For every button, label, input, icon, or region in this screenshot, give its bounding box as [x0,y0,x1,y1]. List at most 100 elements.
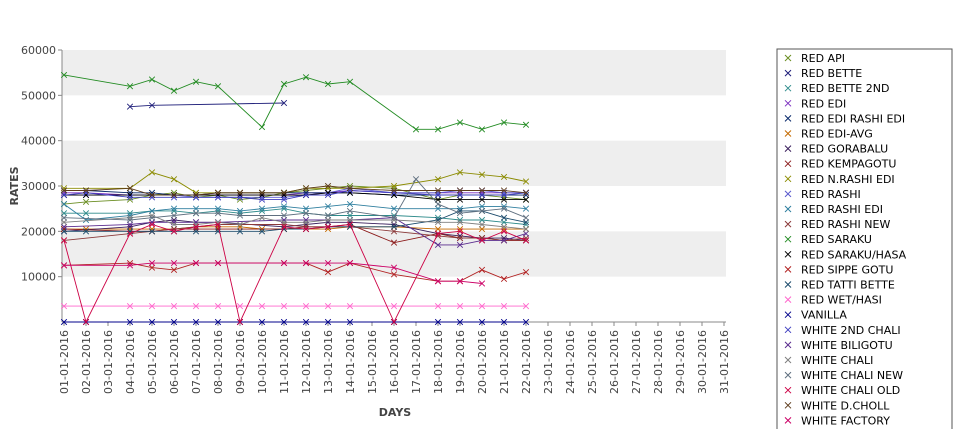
data-point[interactable] [280,196,288,203]
data-point[interactable] [478,225,486,233]
data-point[interactable] [170,266,178,273]
data-point[interactable] [522,214,530,221]
data-point[interactable] [522,237,530,244]
data-point[interactable] [390,216,398,224]
data-point[interactable] [456,303,464,310]
data-point[interactable] [522,225,530,233]
data-point[interactable] [500,214,508,221]
data-point[interactable] [390,214,398,221]
data-point[interactable] [214,318,222,326]
legend-item[interactable]: RED RASHI NEW [784,218,890,231]
data-point[interactable] [214,205,222,212]
data-point[interactable] [478,237,486,244]
data-point[interactable] [236,303,244,310]
data-point[interactable] [60,191,68,199]
data-point[interactable] [500,318,508,326]
data-point[interactable] [60,210,68,217]
data-point[interactable] [126,216,134,224]
data-point[interactable] [302,259,310,267]
data-point[interactable] [500,173,508,181]
data-point[interactable] [148,102,156,109]
legend-item[interactable]: WHITE FACTORY [784,414,890,427]
data-point[interactable] [500,303,508,310]
data-point[interactable] [346,185,354,192]
data-point[interactable] [60,71,68,79]
data-point[interactable] [170,259,178,267]
data-point[interactable] [302,318,310,326]
data-point[interactable] [456,210,464,217]
data-point[interactable] [324,203,332,210]
data-point[interactable] [346,212,354,219]
data-point[interactable] [478,171,486,178]
data-point[interactable] [456,318,464,326]
data-point[interactable] [192,78,200,85]
data-point[interactable] [126,262,134,269]
data-point[interactable] [522,178,530,185]
data-point[interactable] [258,318,266,326]
data-point[interactable] [214,194,222,201]
data-point[interactable] [434,303,442,310]
data-point[interactable] [478,318,486,326]
data-point[interactable] [214,259,222,267]
data-point[interactable] [170,228,178,235]
data-point[interactable] [324,182,332,190]
legend-item[interactable]: RED BETTE [784,67,862,80]
data-point[interactable] [258,228,266,235]
data-point[interactable] [170,205,178,212]
data-point[interactable] [522,221,530,228]
data-point[interactable] [126,303,134,310]
data-point[interactable] [60,237,68,244]
data-point[interactable] [390,187,398,194]
data-point[interactable] [236,228,244,235]
data-point[interactable] [500,196,508,203]
legend-item[interactable]: RED SIPPE GOTU [784,263,893,276]
data-point[interactable] [148,318,156,326]
data-point[interactable] [214,221,222,228]
data-point[interactable] [148,76,156,83]
data-point[interactable] [280,99,288,107]
data-point[interactable] [500,191,508,199]
data-point[interactable] [500,237,508,244]
data-point[interactable] [324,303,332,310]
data-point[interactable] [434,201,442,208]
data-point[interactable] [258,205,266,212]
data-point[interactable] [302,205,310,212]
data-point[interactable] [456,187,464,194]
legend-item[interactable]: RED WET/HASI [784,294,882,307]
data-point[interactable] [280,203,288,210]
data-point[interactable] [148,264,156,271]
data-point[interactable] [302,185,310,192]
data-point[interactable] [456,235,464,242]
data-point[interactable] [390,264,398,271]
data-point[interactable] [148,219,156,226]
data-point[interactable] [280,223,288,230]
data-point[interactable] [148,228,156,235]
data-point[interactable] [434,205,442,212]
data-point[interactable] [170,87,178,94]
data-point[interactable] [60,201,68,208]
data-point[interactable] [522,318,530,326]
data-point[interactable] [456,278,464,285]
data-point[interactable] [456,191,464,199]
data-point[interactable] [390,318,398,326]
data-point[interactable] [148,214,156,221]
data-point[interactable] [280,212,288,219]
data-point[interactable] [346,259,354,267]
data-point[interactable] [522,189,530,196]
data-point[interactable] [126,83,134,90]
data-point[interactable] [236,194,244,201]
legend-item[interactable]: WHITE BILIGOTU [784,339,893,352]
data-point[interactable] [478,187,486,194]
legend-item[interactable]: RED TATTI BETTE [784,279,895,292]
data-point[interactable] [478,207,486,215]
data-point[interactable] [192,228,200,235]
data-point[interactable] [456,225,464,233]
data-point[interactable] [324,259,332,267]
data-point[interactable] [258,123,266,131]
data-point[interactable] [346,207,354,215]
data-point[interactable] [82,187,90,194]
data-point[interactable] [522,230,530,237]
data-point[interactable] [258,189,266,196]
data-point[interactable] [280,303,288,310]
legend-item[interactable]: WHITE CHALI OLD [784,384,900,397]
